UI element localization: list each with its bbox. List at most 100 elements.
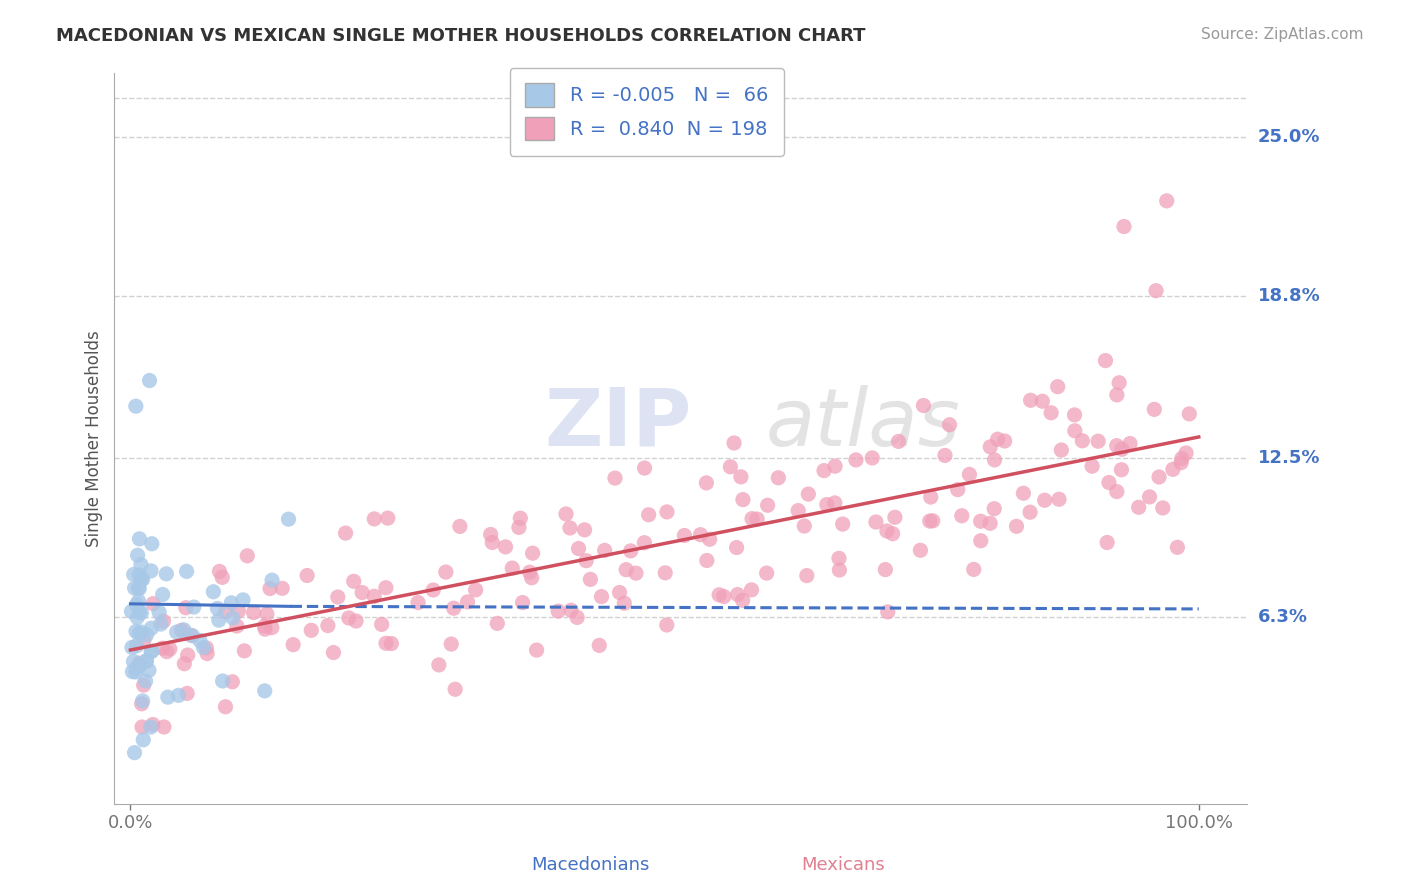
Point (1019, 393, 1042, 408)
Point (434, 565, 457, 579)
Point (979, 440, 1001, 454)
Point (155, 566, 177, 581)
Point (1143, 402, 1166, 417)
Point (613, 596, 636, 610)
Point (963, 562, 986, 576)
Point (696, 553, 718, 567)
Point (876, 524, 898, 538)
Point (141, 621, 163, 635)
Point (128, 582, 150, 596)
Text: ZIP: ZIP (544, 384, 692, 463)
Point (174, 600, 197, 615)
Point (139, 644, 162, 658)
Point (1095, 535, 1118, 549)
Point (654, 566, 676, 580)
Point (1170, 456, 1192, 470)
Point (1105, 484, 1128, 499)
Point (457, 595, 479, 609)
Point (603, 471, 626, 485)
Point (1175, 446, 1198, 460)
Point (211, 673, 233, 688)
Point (509, 511, 531, 525)
Point (374, 581, 396, 595)
Point (128, 605, 150, 619)
Point (260, 573, 283, 587)
Point (591, 590, 613, 604)
Point (128, 594, 150, 608)
Point (125, 665, 148, 679)
Point (193, 640, 215, 655)
Point (519, 565, 541, 579)
Point (946, 483, 969, 497)
Point (813, 464, 835, 478)
Point (920, 490, 942, 504)
Point (1050, 443, 1073, 458)
Point (177, 648, 200, 662)
Point (128, 627, 150, 641)
Point (316, 618, 339, 632)
Point (183, 600, 205, 615)
Point (344, 614, 367, 628)
Point (756, 498, 779, 512)
Point (912, 399, 935, 413)
Point (1166, 541, 1188, 555)
Point (152, 614, 174, 628)
Point (135, 673, 157, 688)
Point (363, 512, 385, 526)
Point (167, 689, 190, 703)
Point (149, 617, 172, 632)
Point (1111, 442, 1133, 457)
Point (129, 625, 152, 640)
Point (755, 566, 778, 581)
Point (633, 535, 655, 549)
Point (547, 604, 569, 618)
Point (1105, 388, 1128, 402)
Point (614, 563, 637, 577)
Point (875, 563, 897, 577)
Point (131, 720, 153, 734)
Text: 6.3%: 6.3% (1258, 607, 1308, 625)
Y-axis label: Single Mother Households: Single Mother Households (86, 330, 103, 547)
Point (322, 646, 344, 660)
Point (176, 565, 198, 579)
Point (142, 717, 165, 731)
Point (125, 639, 148, 653)
Point (1178, 407, 1201, 421)
Point (520, 571, 543, 585)
Point (173, 657, 195, 671)
Point (141, 537, 163, 551)
Point (560, 603, 582, 617)
Point (128, 532, 150, 546)
Point (236, 549, 259, 563)
Point (828, 551, 851, 566)
Point (934, 449, 956, 463)
Point (501, 561, 523, 575)
Point (128, 658, 150, 673)
Point (271, 582, 294, 596)
Point (135, 654, 157, 668)
Point (281, 638, 304, 652)
Point (152, 587, 174, 601)
Point (876, 605, 898, 619)
Point (242, 606, 264, 620)
Point (768, 471, 790, 485)
Point (695, 475, 717, 490)
Point (707, 588, 730, 602)
Point (128, 568, 150, 582)
Point (214, 605, 236, 619)
Point (1019, 505, 1042, 519)
Point (495, 540, 517, 554)
Point (142, 597, 165, 611)
Point (1033, 493, 1056, 508)
Point (609, 585, 631, 599)
Point (170, 624, 193, 638)
Point (1171, 451, 1194, 466)
Point (910, 543, 932, 558)
Point (673, 528, 696, 542)
Point (741, 582, 763, 597)
Point (127, 610, 149, 624)
Point (139, 564, 162, 578)
Point (655, 618, 678, 632)
Point (979, 516, 1001, 531)
Point (727, 588, 749, 602)
